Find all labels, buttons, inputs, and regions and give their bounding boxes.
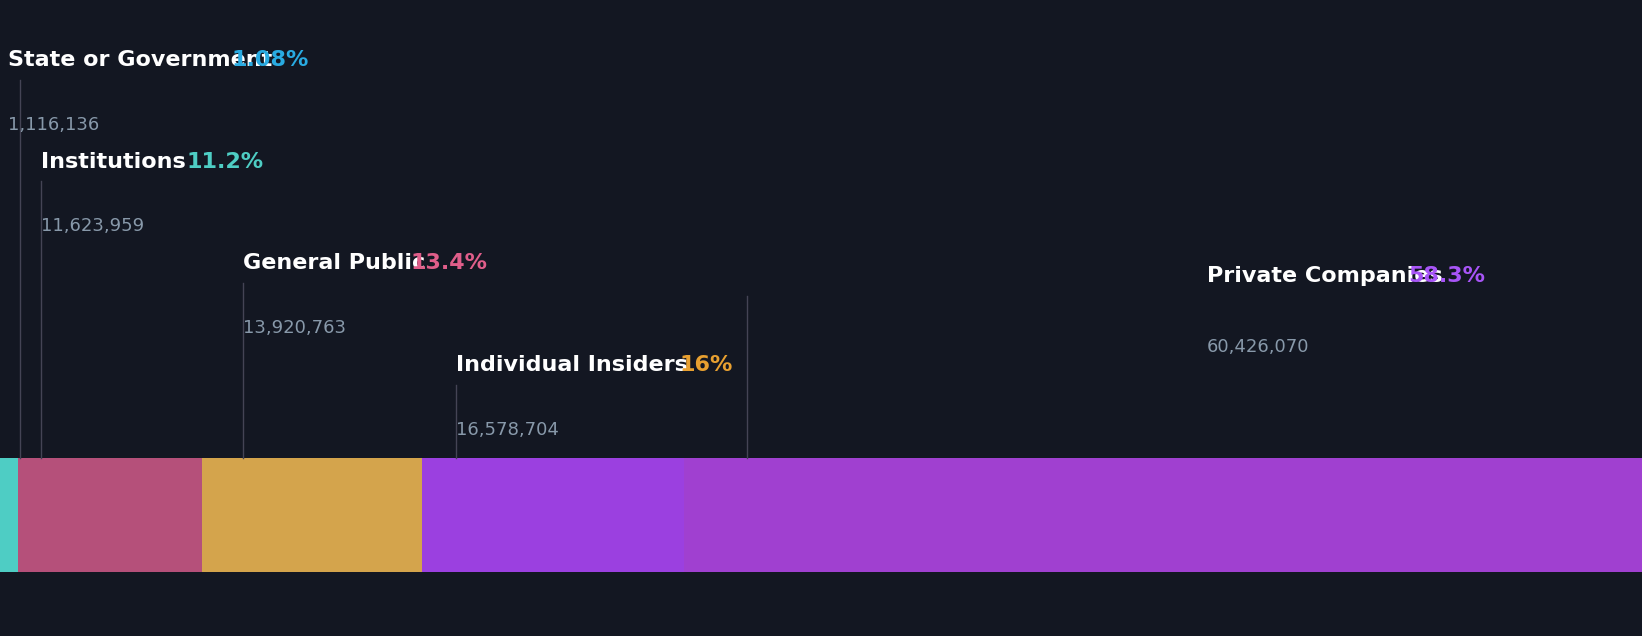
- Text: Private Companies: Private Companies: [1207, 266, 1450, 286]
- Text: 13,920,763: 13,920,763: [243, 319, 346, 337]
- Text: 1.08%: 1.08%: [232, 50, 309, 70]
- Text: 11.2%: 11.2%: [186, 152, 263, 172]
- Text: 16,578,704: 16,578,704: [456, 421, 560, 439]
- Bar: [202, 458, 422, 572]
- Text: 16%: 16%: [680, 356, 734, 375]
- Bar: [685, 458, 1642, 572]
- Text: Institutions: Institutions: [41, 152, 194, 172]
- Text: 1,116,136: 1,116,136: [8, 116, 100, 134]
- Text: 11,623,959: 11,623,959: [41, 218, 144, 235]
- Bar: [422, 458, 685, 572]
- Bar: [0, 458, 18, 572]
- Text: 58.3%: 58.3%: [1407, 266, 1484, 286]
- Bar: [18, 458, 202, 572]
- Text: 13.4%: 13.4%: [410, 254, 488, 273]
- Text: 60,426,070: 60,426,070: [1207, 338, 1309, 356]
- Text: General Public: General Public: [243, 254, 433, 273]
- Text: State or Government: State or Government: [8, 50, 281, 70]
- Text: Individual Insiders: Individual Insiders: [456, 356, 696, 375]
